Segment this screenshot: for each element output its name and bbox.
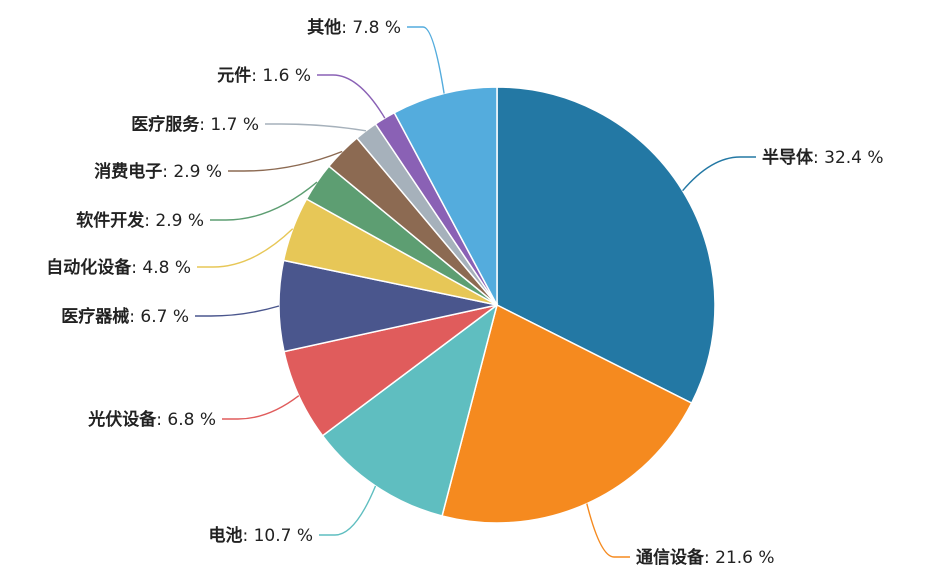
slice-label-value: : 32.4 %: [813, 148, 884, 168]
slice-label-name: 医疗器械: [61, 306, 129, 327]
slice-label-5: 医疗器械: 6.7 %: [61, 306, 189, 327]
slice-label-6: 自动化设备: 4.8 %: [46, 257, 191, 278]
slice-label-4: 光伏设备: 6.8 %: [87, 409, 216, 430]
slice-label-value: : 4.8 %: [131, 258, 191, 278]
slice-label-8: 消费电子: 2.9 %: [94, 161, 222, 182]
slice-label-9: 医疗服务: 1.7 %: [131, 114, 259, 135]
slice-label-value: : 2.9 %: [162, 162, 222, 182]
pie-slice-11: [393, 86, 498, 306]
leader-line-5: [195, 305, 280, 317]
slice-label-name: 医疗服务: [131, 114, 200, 135]
slice-label-value: : 6.7 %: [129, 307, 189, 327]
slice-label-value: : 6.8 %: [156, 410, 216, 430]
slice-label-value: : 1.6 %: [251, 66, 311, 86]
leader-line-4: [222, 395, 300, 420]
slice-label-value: : 7.8 %: [341, 18, 401, 38]
leader-line-9: [265, 123, 367, 132]
slice-label-7: 软件开发: 2.9 %: [76, 210, 204, 231]
slice-label-value: : 1.7 %: [199, 115, 259, 135]
pie-slice-1: [496, 86, 716, 405]
slice-label-name: 半导体: [762, 147, 814, 168]
slice-label-name: 元件: [217, 65, 251, 86]
leader-line-8: [228, 150, 343, 172]
slice-label-name: 软件开发: [76, 210, 145, 231]
leader-line-1: [682, 156, 756, 192]
leader-line-11: [407, 26, 445, 94]
pie-slice-2: [441, 303, 693, 524]
leader-line-2: [586, 503, 630, 558]
leader-line-6: [197, 228, 294, 268]
leader-line-3: [319, 485, 377, 536]
slice-label-value: : 10.7 %: [242, 526, 313, 546]
slice-label-2: 通信设备: 21.6 %: [636, 547, 775, 568]
slice-labels: 半导体: 32.4 %通信设备: 21.6 %电池: 10.7 %光伏设备: 6…: [46, 17, 883, 568]
slice-label-name: 消费电子: [94, 161, 162, 182]
leader-line-7: [210, 181, 318, 221]
slice-label-name: 自动化设备: [46, 257, 132, 278]
slice-label-10: 元件: 1.6 %: [217, 65, 311, 86]
slice-label-value: : 21.6 %: [704, 548, 775, 568]
leader-line-10: [317, 74, 386, 119]
slice-label-name: 电池: [208, 525, 242, 546]
slice-label-1: 半导体: 32.4 %: [762, 147, 884, 168]
slice-label-name: 通信设备: [636, 547, 705, 568]
pie-slices: [278, 86, 716, 524]
slice-label-name: 其他: [307, 17, 341, 38]
leader-lines: [195, 26, 756, 558]
slice-label-value: : 2.9 %: [144, 211, 204, 231]
slice-label-name: 光伏设备: [87, 409, 157, 430]
slice-label-3: 电池: 10.7 %: [208, 525, 313, 546]
slice-label-11: 其他: 7.8 %: [307, 17, 401, 38]
